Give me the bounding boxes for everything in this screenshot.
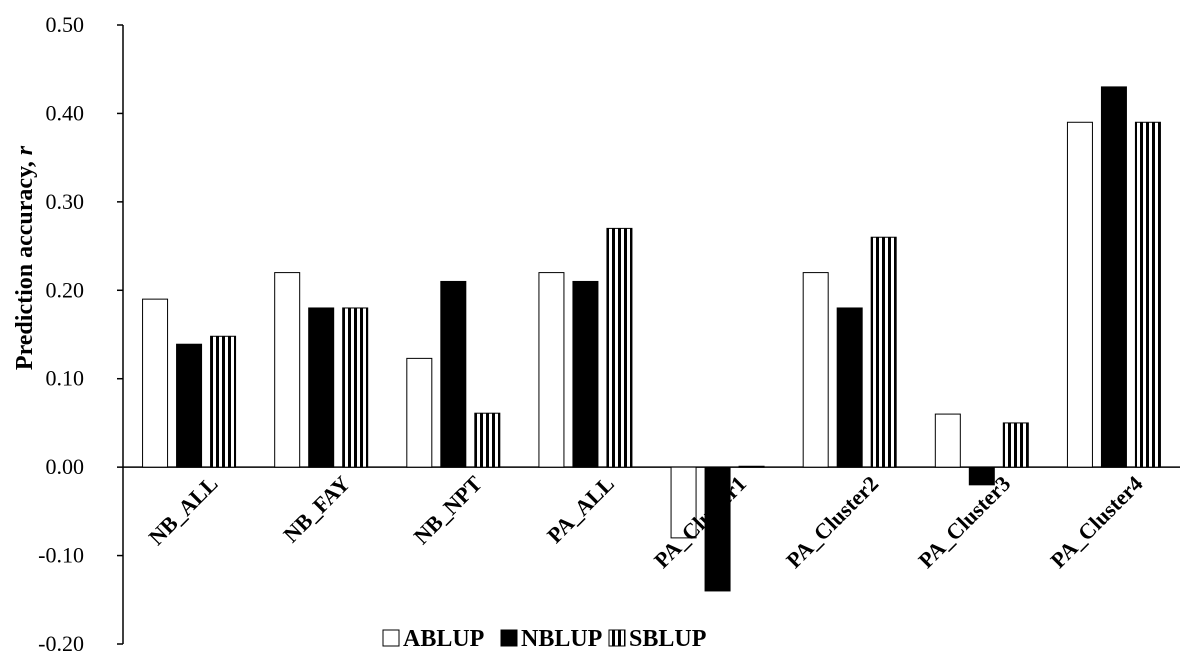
bar-nblup-nb-all [176, 343, 203, 468]
bar-nblup-nb-npt [440, 280, 467, 468]
bar-ablup-pa-cluster1 [670, 466, 697, 539]
bar-nblup-pa-cluster4 [1100, 86, 1127, 468]
y-axis-ticks: 0.50 0.40 0.30 0.20 0.10 0.00 -0.10 -0.20 [38, 12, 123, 656]
bar-ablup-pa-cluster3 [934, 413, 961, 468]
bar-ablup-pa-cluster4 [1066, 121, 1093, 468]
bar-sblup-pa-cluster1 [738, 465, 765, 468]
bar-sblup-pa-cluster2 [870, 236, 897, 468]
legend-label-nblup: NBLUP [521, 626, 602, 652]
legend-label-ablup: ABLUP [403, 626, 484, 652]
bar-ablup-nb-npt [406, 357, 433, 468]
bar-sblup-nb-fay [342, 307, 369, 468]
bars-group [142, 86, 1161, 592]
y-axis-title-text: Prediction accuracy, [12, 155, 38, 370]
bar-nblup-pa-cluster1 [704, 466, 731, 592]
bar-ablup-pa-cluster2 [802, 272, 829, 468]
bar-sblup-pa-cluster4 [1134, 121, 1161, 468]
y-tick-label: -0.10 [38, 543, 84, 568]
bar-sblup-nb-npt [474, 412, 501, 468]
y-tick-label: 0.40 [46, 100, 85, 125]
category-label: NB_NPT [409, 471, 487, 549]
category-label: PA_Cluster2 [781, 471, 883, 573]
y-axis-title-symbol: r [12, 145, 38, 155]
y-tick-label: 0.30 [46, 189, 85, 214]
legend-swatch-nblup [500, 629, 518, 647]
bar-ablup-pa-all [538, 272, 565, 468]
category-labels: NB_ALL NB_FAY NB_NPT PA_ALL PA_Cluster1 PA_Cl… [144, 471, 1148, 573]
bar-nblup-pa-cluster3 [968, 466, 995, 486]
bar-sblup-pa-all [606, 227, 633, 468]
legend-label-sblup: SBLUP [629, 626, 706, 652]
legend-swatch-ablup [382, 629, 400, 647]
y-tick-label: 0.00 [46, 454, 85, 479]
bar-nblup-pa-cluster2 [836, 307, 863, 468]
legend-swatch-sblup [608, 629, 626, 647]
category-label: PA_Cluster1 [649, 471, 751, 573]
category-label: NB_FAY [278, 471, 355, 548]
category-label: PA_ALL [542, 471, 619, 548]
y-tick-label: -0.20 [38, 631, 84, 656]
category-label: NB_ALL [144, 471, 223, 550]
bar-ablup-nb-all [142, 298, 169, 468]
y-tick-label: 0.20 [46, 277, 85, 302]
bar-sblup-pa-cluster3 [1002, 422, 1029, 468]
legend: ABLUP NBLUP SBLUP [382, 626, 706, 652]
category-label: PA_Cluster3 [913, 471, 1015, 573]
y-tick-label: 0.50 [46, 12, 85, 37]
bar-nblup-nb-fay [308, 307, 335, 468]
y-tick-label: 0.10 [46, 366, 85, 391]
bar-ablup-nb-fay [274, 272, 301, 468]
bar-sblup-nb-all [210, 335, 237, 468]
y-axis-title: Prediction accuracy, r [12, 145, 38, 370]
bar-nblup-pa-all [572, 280, 599, 468]
category-label: PA_Cluster4 [1045, 471, 1147, 573]
